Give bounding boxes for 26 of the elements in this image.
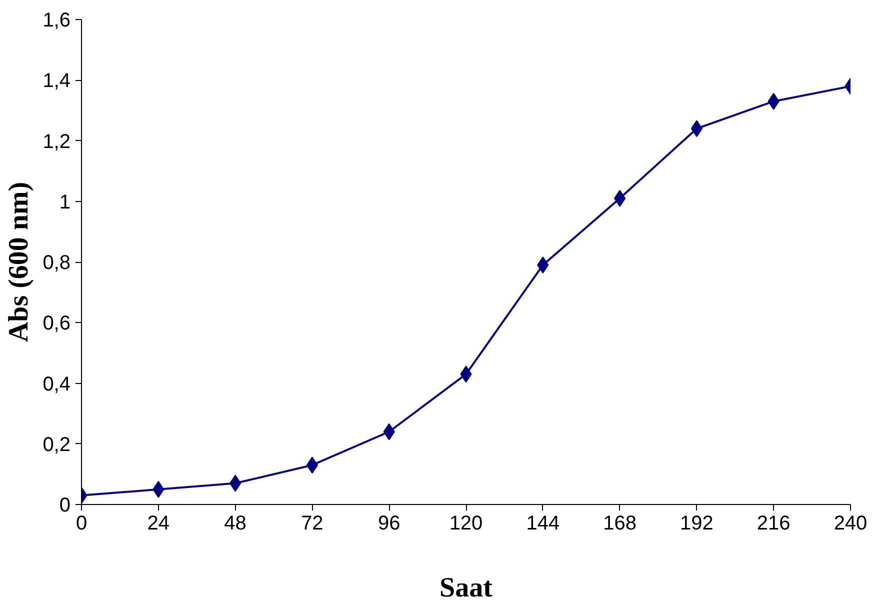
x-tick-label: 72 bbox=[301, 512, 324, 534]
x-tick-label: 216 bbox=[756, 512, 790, 534]
y-tick-label: 0,4 bbox=[42, 373, 71, 396]
x-axis-title: Saat bbox=[440, 572, 494, 604]
y-tick-label: 1,6 bbox=[42, 10, 71, 32]
y-tick-label: 0,8 bbox=[42, 252, 71, 274]
x-tick-label: 0 bbox=[76, 512, 88, 534]
x-tick-label: 144 bbox=[526, 512, 560, 534]
y-tick-label: 1,2 bbox=[42, 130, 71, 153]
point bbox=[306, 456, 318, 474]
point bbox=[614, 190, 626, 207]
x-tick-label: 240 bbox=[834, 512, 868, 534]
x-tick-label: 192 bbox=[680, 512, 714, 534]
point bbox=[690, 120, 703, 138]
y-axis-title: Abs (600 nm) bbox=[4, 182, 35, 342]
x-tick-label: 120 bbox=[449, 512, 483, 534]
y-tick-label: 0,6 bbox=[42, 312, 71, 335]
x-tick-label: 168 bbox=[603, 512, 636, 534]
point bbox=[229, 474, 242, 492]
x-tick-label: 96 bbox=[378, 512, 400, 534]
y-tick-label: 1 bbox=[59, 191, 70, 214]
x-tick-label: 24 bbox=[147, 512, 170, 534]
y-tick-label: 1,4 bbox=[42, 70, 71, 92]
x-tick-label: 48 bbox=[224, 512, 246, 534]
y-tick-label: 0 bbox=[59, 494, 70, 516]
y-tick-label: 0,2 bbox=[42, 434, 71, 456]
